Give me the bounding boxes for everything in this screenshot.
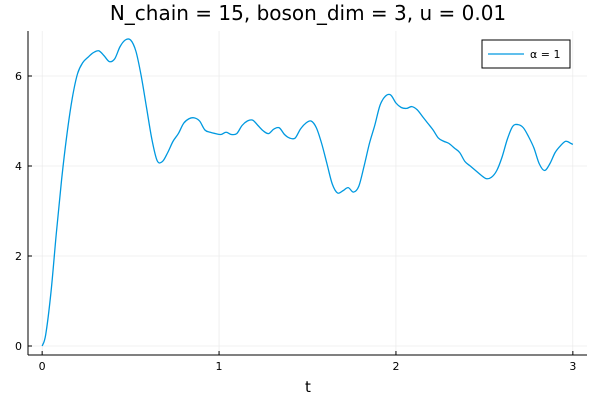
grid <box>28 31 587 355</box>
legend: α = 1 <box>481 39 571 69</box>
legend-box <box>481 39 571 69</box>
y-tick-label: 2 <box>15 250 22 263</box>
y-ticks: 0 2 4 6 <box>15 70 32 353</box>
x-tick-label: 1 <box>216 360 223 373</box>
y-tick-label: 0 <box>15 340 22 353</box>
y-tick-label: 6 <box>15 70 22 83</box>
chart-title: N_chain = 15, boson_dim = 3, u = 0.01 <box>110 1 506 25</box>
series-layer <box>41 38 574 347</box>
x-axis-label: t <box>305 378 311 396</box>
series-line <box>41 38 574 347</box>
y-tick-label: 4 <box>15 160 22 173</box>
x-tick-label: 2 <box>392 360 399 373</box>
legend-label: α = 1 <box>530 48 560 61</box>
x-ticks: 0 1 2 3 <box>39 351 576 373</box>
x-tick-label: 3 <box>569 360 576 373</box>
x-tick-label: 0 <box>39 360 46 373</box>
